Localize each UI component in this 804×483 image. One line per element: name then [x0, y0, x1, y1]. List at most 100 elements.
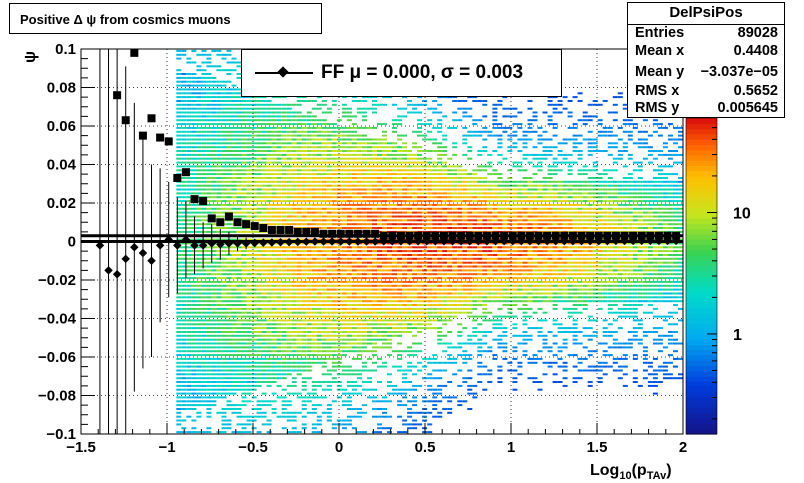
heatmap-cell: [321, 323, 327, 326]
heatmap-cell: [331, 207, 337, 210]
heatmap-cell: [186, 388, 192, 391]
heatmap-cell: [306, 180, 312, 183]
heatmap-cell: [206, 388, 212, 391]
heatmap-cell: [412, 265, 418, 268]
heatmap-cell: [301, 250, 307, 253]
heatmap-cell: [382, 331, 387, 333]
heatmap-cell: [176, 377, 182, 380]
heatmap-cell: [356, 354, 362, 357]
heatmap-cell: [276, 296, 282, 299]
heatmap-cell: [356, 169, 362, 172]
heatmap-cell: [487, 331, 493, 333]
heatmap-cell: [432, 165, 438, 168]
heatmap-cell: [377, 200, 382, 203]
heatmap-cell: [427, 219, 433, 222]
heatmap-cell: [442, 180, 448, 183]
heatmap-cell: [361, 365, 367, 368]
heatmap-cell: [346, 192, 352, 195]
heatmap-cell: [176, 123, 182, 126]
heatmap-cell: [412, 334, 418, 337]
heatmap-cell: [196, 288, 202, 291]
heatmap-cell: [447, 215, 453, 218]
heatmap-cell: [412, 277, 418, 280]
heatmap-cell: [487, 350, 493, 353]
heatmap-cell: [397, 307, 403, 310]
heatmap-cell: [412, 311, 418, 314]
heatmap-cell: [351, 242, 357, 245]
heatmap-cell: [497, 377, 503, 380]
heatmap-cell: [251, 257, 257, 260]
heatmap-cell: [221, 304, 227, 306]
heatmap-cell: [306, 242, 312, 245]
heatmap-cell: [186, 192, 192, 195]
heatmap-cell: [497, 277, 503, 280]
heatmap-cell: [447, 357, 453, 360]
heatmap-cell: [387, 277, 392, 280]
heatmap-cell: [457, 334, 463, 337]
heatmap-cell: [186, 334, 192, 337]
heatmap-cell: [271, 130, 277, 133]
heatmap-cell: [231, 184, 237, 187]
heatmap-cell: [407, 369, 413, 372]
heatmap-cell: [346, 415, 352, 418]
heatmap-cell: [271, 138, 277, 141]
heatmap-cell: [356, 138, 362, 141]
heatmap-cell: [186, 80, 192, 83]
heatmap-cell: [447, 381, 453, 383]
heatmap-cell: [482, 388, 488, 391]
heatmap-cell: [256, 196, 262, 199]
heatmap-cell: [372, 180, 377, 183]
heatmap-cell: [392, 173, 397, 176]
heatmap-cell: [387, 184, 392, 187]
heatmap-cell: [442, 153, 448, 156]
heatmap-cell: [206, 346, 212, 349]
heatmap-cell: [351, 311, 357, 314]
heatmap-cell: [402, 300, 408, 303]
heatmap-cell: [296, 211, 302, 214]
heatmap-cell: [326, 130, 332, 133]
heatmap-cell: [226, 381, 232, 383]
heatmap-cell: [226, 192, 232, 195]
heatmap-cell: [251, 288, 257, 291]
heatmap-cell: [306, 157, 312, 160]
heatmap-cell: [221, 419, 227, 422]
heatmap-cell: [336, 254, 342, 256]
heatmap-cell: [261, 254, 267, 256]
heatmap-cell: [361, 315, 367, 318]
heatmap-cell: [231, 203, 237, 206]
heatmap-cell: [382, 188, 387, 191]
heatmap-cell: [321, 250, 327, 253]
heatmap-cell: [176, 261, 182, 264]
heatmap-cell: [361, 153, 367, 156]
heatmap-cell: [236, 192, 242, 195]
heatmap-cell: [221, 331, 227, 333]
heatmap-cell: [412, 288, 418, 291]
heatmap-cell: [201, 219, 207, 222]
heatmap-cell: [266, 211, 272, 214]
heatmap-cell: [452, 307, 458, 310]
heatmap-cell: [326, 277, 332, 280]
heatmap-cell: [326, 408, 332, 410]
heatmap-cell: [306, 319, 312, 322]
heatmap-cell: [191, 304, 197, 306]
heatmap-cell: [286, 357, 292, 360]
heatmap-cell: [241, 307, 247, 310]
heatmap-cell: [432, 280, 438, 283]
heatmap-cell: [316, 242, 322, 245]
heatmap-cell: [296, 223, 302, 226]
heatmap-cell: [492, 126, 498, 129]
heatmap-cell: [181, 338, 187, 341]
heatmap-cell: [211, 361, 217, 364]
heatmap-cell: [472, 203, 478, 206]
heatmap-cell: [181, 269, 187, 272]
heatmap-cell: [392, 254, 397, 256]
heatmap-cell: [291, 130, 297, 133]
heatmap-cell: [356, 192, 362, 195]
heatmap-cell: [467, 292, 473, 295]
heatmap-cell: [306, 342, 312, 345]
heatmap-cell: [372, 369, 377, 372]
heatmap-cell: [356, 207, 362, 210]
heatmap-cell: [281, 334, 287, 337]
heatmap-cell: [437, 388, 443, 391]
heatmap-cell: [382, 296, 387, 299]
